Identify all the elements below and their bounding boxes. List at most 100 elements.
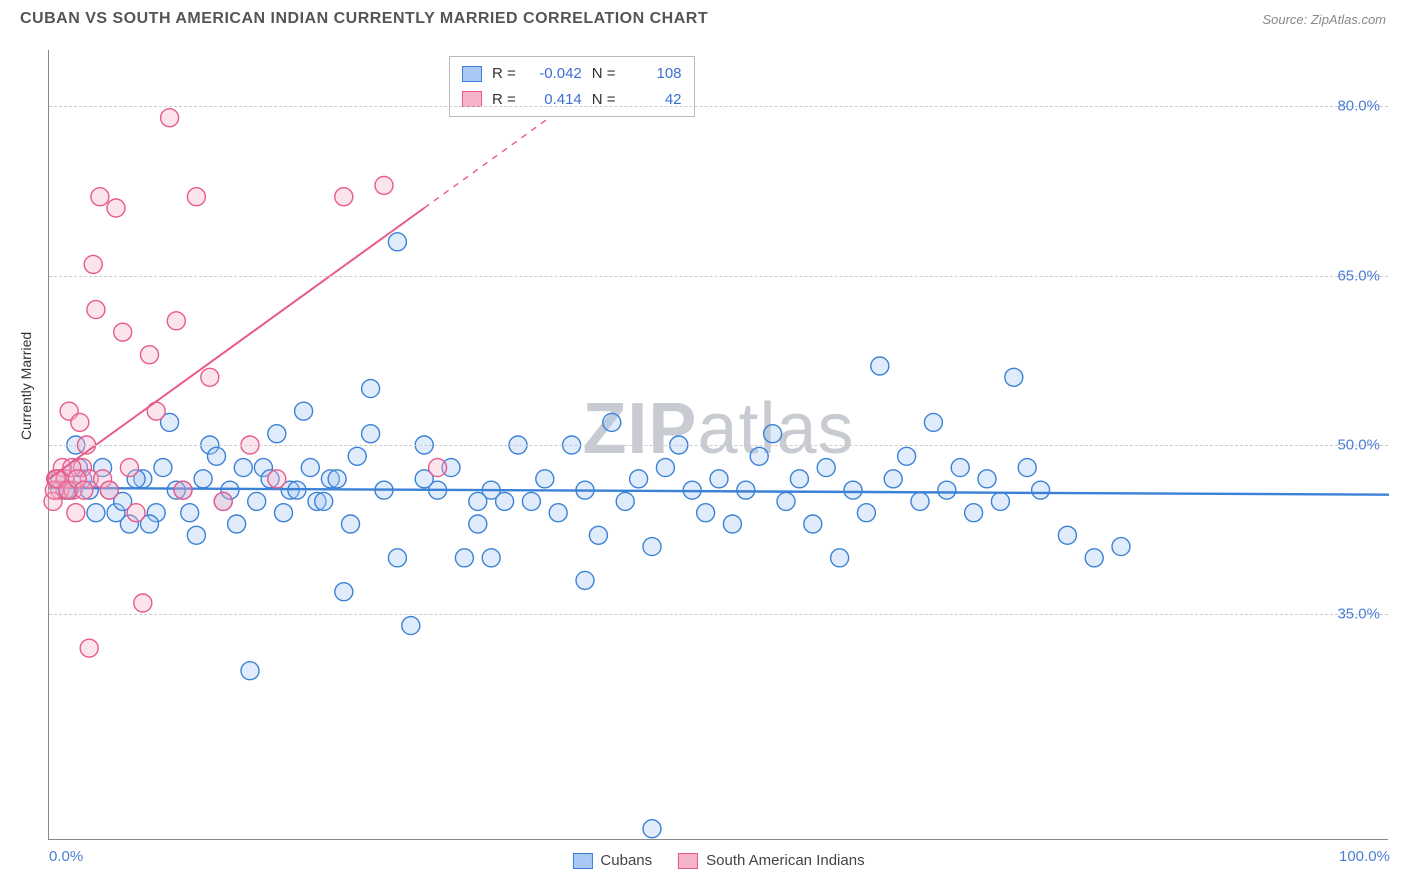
data-point [1058, 526, 1076, 544]
data-point [911, 492, 929, 510]
stat-N-label-1: N = [592, 61, 616, 87]
data-point [214, 492, 232, 510]
data-point [522, 492, 540, 510]
data-point [1005, 368, 1023, 386]
data-point [831, 549, 849, 567]
data-point [469, 515, 487, 533]
data-point [87, 504, 105, 522]
data-point [656, 459, 674, 477]
swatch-series1 [462, 66, 482, 82]
data-point [737, 481, 755, 499]
data-point [315, 492, 333, 510]
data-point [342, 515, 360, 533]
data-point [335, 188, 353, 206]
data-point [328, 470, 346, 488]
data-point [898, 447, 916, 465]
legend-label-1: Cubans [600, 852, 652, 869]
data-point [181, 504, 199, 522]
data-point [80, 639, 98, 657]
data-point [275, 504, 293, 522]
data-point [114, 323, 132, 341]
data-point [87, 301, 105, 319]
legend-swatch-2 [678, 853, 698, 869]
data-point [187, 188, 205, 206]
data-point [295, 402, 313, 420]
data-point [248, 492, 266, 510]
data-point [362, 425, 380, 443]
data-point [268, 470, 286, 488]
swatch-series2 [462, 91, 482, 107]
data-point [127, 504, 145, 522]
data-point [844, 481, 862, 499]
data-point [201, 368, 219, 386]
data-point [174, 481, 192, 499]
data-point [978, 470, 996, 488]
legend-item-1: Cubans [572, 852, 652, 869]
stat-R-label-1: R = [492, 61, 516, 87]
legend-swatch-1 [572, 853, 592, 869]
data-point [388, 549, 406, 567]
data-point [603, 413, 621, 431]
data-point [924, 413, 942, 431]
data-point [482, 549, 500, 567]
data-point [161, 109, 179, 127]
data-point [790, 470, 808, 488]
stats-row-1: R = -0.042 N = 108 [462, 61, 682, 87]
data-point [208, 447, 226, 465]
data-point [455, 549, 473, 567]
data-point [228, 515, 246, 533]
data-point [871, 357, 889, 375]
data-point [100, 481, 118, 499]
data-point [536, 470, 554, 488]
gridline [49, 614, 1388, 615]
data-point [268, 425, 286, 443]
data-point [1032, 481, 1050, 499]
stats-row-2: R = 0.414 N = 42 [462, 87, 682, 113]
data-point [301, 459, 319, 477]
ytick-label: 50.0% [1337, 437, 1380, 454]
data-point [589, 526, 607, 544]
y-axis-title: Currently Married [18, 332, 34, 440]
data-point [469, 492, 487, 510]
trend-line [49, 488, 1389, 495]
data-point [576, 571, 594, 589]
data-point [241, 662, 259, 680]
data-point [938, 481, 956, 499]
data-point [951, 459, 969, 477]
stat-R-label-2: R = [492, 87, 516, 113]
data-point [750, 447, 768, 465]
legend-label-2: South American Indians [706, 852, 864, 869]
data-point [194, 470, 212, 488]
data-point [723, 515, 741, 533]
data-point [1018, 459, 1036, 477]
data-point [91, 188, 109, 206]
data-point [84, 255, 102, 273]
data-point [884, 470, 902, 488]
data-point [643, 538, 661, 556]
data-point [549, 504, 567, 522]
data-point [375, 176, 393, 194]
stat-R-val-2: 0.414 [526, 87, 582, 113]
data-point [697, 504, 715, 522]
title-bar: CUBAN VS SOUTH AMERICAN INDIAN CURRENTLY… [0, 0, 1406, 34]
bottom-legend: Cubans South American Indians [572, 852, 864, 869]
source-label: Source: ZipAtlas.com [1262, 12, 1386, 27]
data-point [141, 346, 159, 364]
data-point [167, 312, 185, 330]
ytick-label: 35.0% [1337, 606, 1380, 623]
legend-item-2: South American Indians [678, 852, 864, 869]
stats-box: R = -0.042 N = 108 R = 0.414 N = 42 [449, 56, 695, 117]
ytick-label: 65.0% [1337, 267, 1380, 284]
gridline [49, 276, 1388, 277]
data-point [764, 425, 782, 443]
data-point [630, 470, 648, 488]
data-point [991, 492, 1009, 510]
data-point [857, 504, 875, 522]
stat-N-label-2: N = [592, 87, 616, 113]
stat-R-val-1: -0.042 [526, 61, 582, 87]
stat-N-val-1: 108 [626, 61, 682, 87]
xtick-label: 100.0% [1339, 848, 1390, 865]
data-point [362, 380, 380, 398]
data-point [402, 617, 420, 635]
data-point [1085, 549, 1103, 567]
